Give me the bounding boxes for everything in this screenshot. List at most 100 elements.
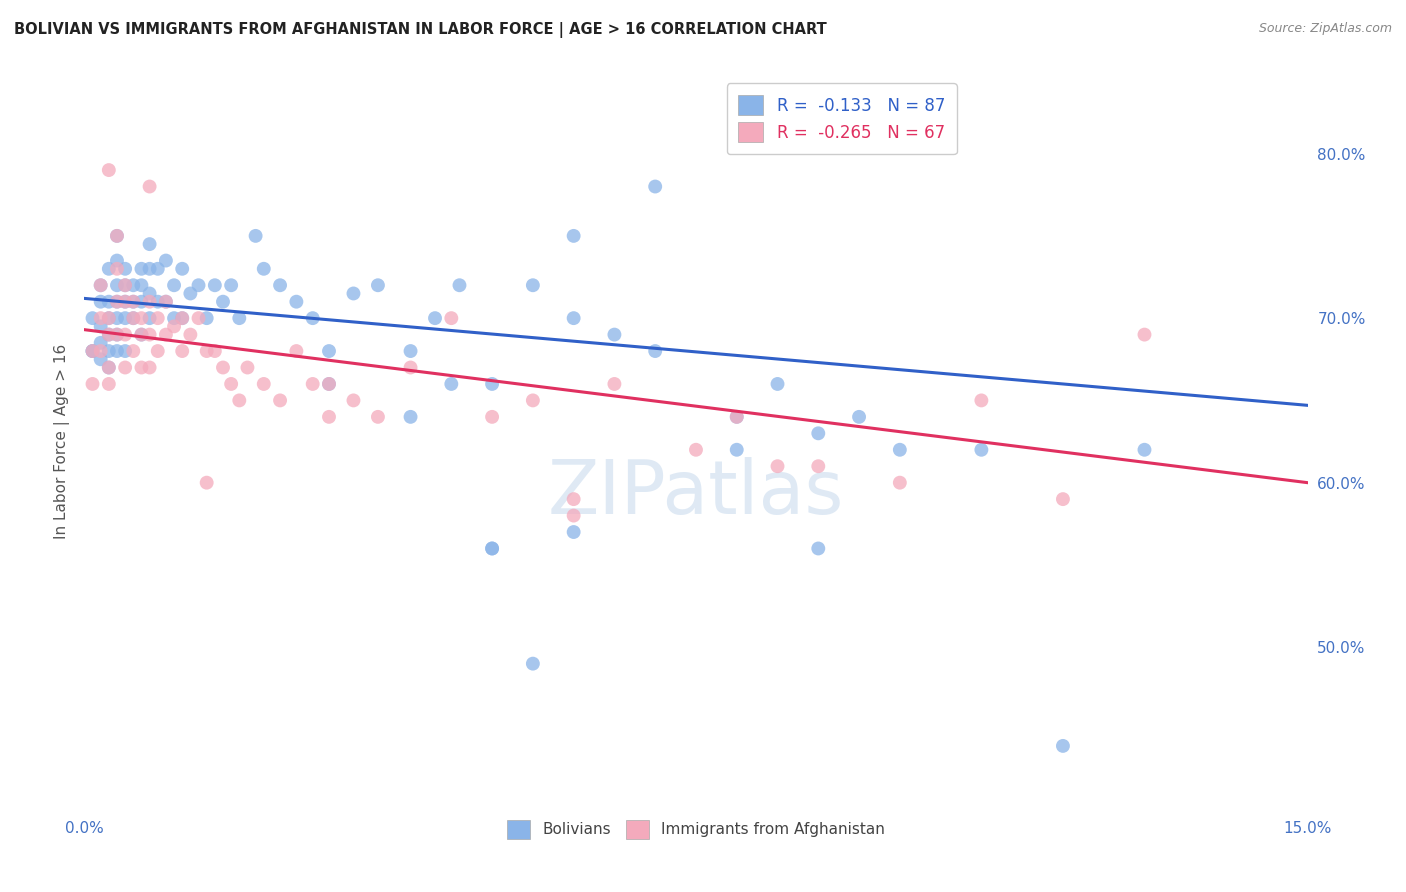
Point [146,294,169,309]
Point [212,294,235,309]
Point [562,228,585,243]
Point [97,294,120,309]
Point [195,344,218,359]
Point [522,278,544,293]
Point [114,261,136,276]
Point [187,278,209,293]
Point [318,409,340,424]
Point [285,294,308,309]
Point [889,442,911,457]
Point [97,327,120,342]
Point [90,278,112,293]
Point [562,524,585,539]
Legend: Bolivians, Immigrants from Afghanistan: Bolivians, Immigrants from Afghanistan [501,814,891,845]
Point [97,261,120,276]
Point [187,311,209,326]
Point [114,311,136,326]
Point [131,327,153,342]
Point [1133,442,1156,457]
Point [1052,492,1074,507]
Point [138,327,160,342]
Point [423,311,446,326]
Point [146,311,169,326]
Point [82,311,104,326]
Point [131,311,153,326]
Point [179,286,201,301]
Point [97,163,120,178]
Point [155,327,177,342]
Point [97,344,120,359]
Point [90,278,112,293]
Point [114,278,136,293]
Point [155,294,177,309]
Point [644,179,666,194]
Point [212,360,235,375]
Point [122,311,145,326]
Point [122,278,145,293]
Point [367,278,389,293]
Point [228,393,250,408]
Point [90,294,112,309]
Point [163,311,186,326]
Point [105,311,128,326]
Point [131,261,153,276]
Point [245,228,267,243]
Point [522,393,544,408]
Point [131,360,153,375]
Point [228,311,250,326]
Text: BOLIVIAN VS IMMIGRANTS FROM AFGHANISTAN IN LABOR FORCE | AGE > 16 CORRELATION CH: BOLIVIAN VS IMMIGRANTS FROM AFGHANISTAN … [14,22,827,38]
Point [725,409,748,424]
Point [179,327,201,342]
Point [449,278,471,293]
Point [440,376,463,391]
Point [105,253,128,268]
Point [399,344,422,359]
Point [90,311,112,326]
Point [219,376,242,391]
Point [105,294,128,309]
Point [105,327,128,342]
Point [1133,327,1156,342]
Point [146,344,169,359]
Point [301,311,323,326]
Point [172,261,194,276]
Point [481,541,503,556]
Point [163,278,186,293]
Point [367,409,389,424]
Point [970,393,993,408]
Point [97,376,120,391]
Point [97,360,120,375]
Text: Source: ZipAtlas.com: Source: ZipAtlas.com [1258,22,1392,36]
Point [114,344,136,359]
Point [105,344,128,359]
Point [807,426,830,441]
Point [97,327,120,342]
Point [163,319,186,334]
Point [603,376,626,391]
Point [807,459,830,474]
Point [318,376,340,391]
Point [219,278,242,293]
Point [440,311,463,326]
Point [131,294,153,309]
Point [253,261,276,276]
Point [105,261,128,276]
Point [285,344,308,359]
Point [1052,739,1074,753]
Point [90,344,112,359]
Point [90,319,112,334]
Point [172,344,194,359]
Point [90,352,112,367]
Point [105,278,128,293]
Point [236,360,259,375]
Point [848,409,870,424]
Point [82,344,104,359]
Point [399,409,422,424]
Point [725,409,748,424]
Point [146,261,169,276]
Point [97,311,120,326]
Point [122,294,145,309]
Point [269,278,291,293]
Point [204,344,226,359]
Point [522,657,544,671]
